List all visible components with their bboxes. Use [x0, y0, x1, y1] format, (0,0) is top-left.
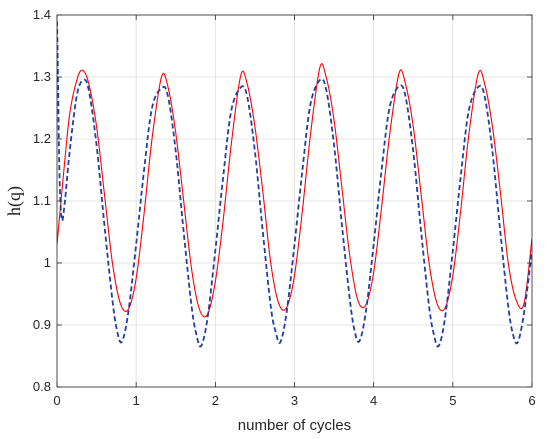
ticks	[56, 14, 533, 388]
y-tick-label: 0.8	[33, 379, 51, 394]
tick-labels: 0 1 2 3 4 5 6 0.8 0.9 1 1.1 1.2 1.3 1.4	[33, 7, 536, 408]
y-axis-label: h(q)	[4, 186, 25, 216]
series-line-dashed	[57, 21, 532, 348]
y-tick-label: 1.2	[33, 131, 51, 146]
y-tick-label: 1	[44, 255, 51, 270]
x-tick-label: 0	[53, 393, 60, 408]
x-tick-label: 4	[370, 393, 377, 408]
x-tick-label: 6	[528, 393, 535, 408]
x-tick-label: 3	[291, 393, 298, 408]
x-tick-label: 2	[212, 393, 219, 408]
y-tick-label: 1.3	[33, 69, 51, 84]
y-tick-label: 1.4	[33, 7, 51, 22]
x-tick-label: 5	[449, 393, 456, 408]
y-tick-label: 0.9	[33, 317, 51, 332]
x-tick-label: 1	[133, 393, 140, 408]
y-tick-label: 1.1	[33, 193, 51, 208]
series-group	[57, 21, 532, 348]
x-axis-label: number of cycles	[238, 417, 351, 434]
